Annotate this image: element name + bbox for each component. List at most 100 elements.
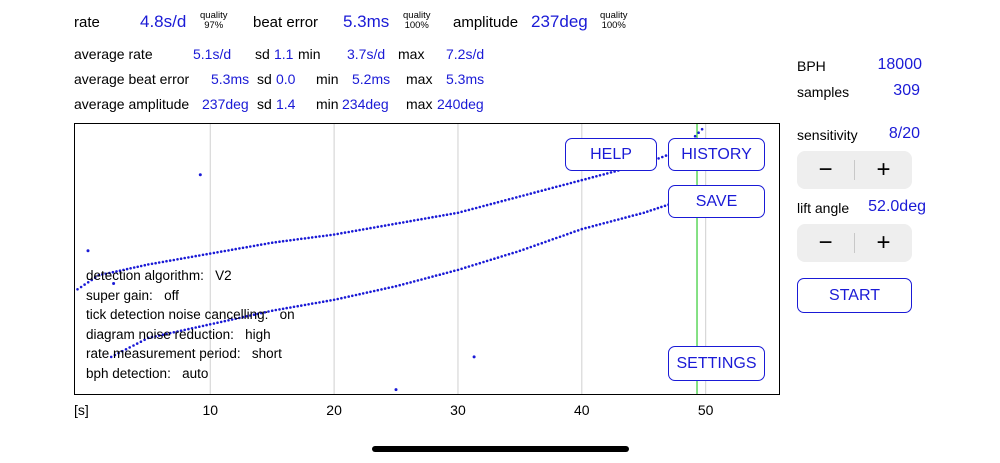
- series-1-point: [128, 346, 131, 349]
- sensitivity-label: sensitivity: [797, 127, 858, 143]
- series-1-point: [354, 293, 358, 297]
- start-button[interactable]: START: [797, 278, 912, 313]
- series-1-point: [598, 223, 602, 226]
- series-1-point: [139, 340, 143, 343]
- series-1-point: [369, 290, 372, 294]
- series-0-point: [547, 187, 551, 191]
- info-value: short: [251, 346, 282, 361]
- info-measurement-period: rate measurement period: short: [86, 346, 282, 361]
- series-0-point: [544, 188, 547, 191]
- history-button[interactable]: HISTORY: [668, 138, 765, 171]
- settings-button[interactable]: SETTINGS: [668, 346, 765, 381]
- series-1-point: [638, 212, 642, 215]
- series-0-point: [150, 262, 154, 266]
- info-value: high: [245, 326, 271, 342]
- series-1-point: [434, 274, 438, 277]
- series-0-point: [165, 259, 168, 263]
- series-1-point: [478, 261, 482, 265]
- series-0-point: [580, 178, 584, 182]
- outlier-point: [86, 249, 90, 253]
- series-0-point: [365, 227, 369, 231]
- series-1-point: [238, 316, 241, 320]
- series-1-point: [584, 226, 587, 230]
- average-amplitude-sd: 1.4: [276, 96, 296, 112]
- series-0-point: [482, 204, 485, 208]
- beat-error-value: 5.3ms: [343, 12, 390, 31]
- info-value: V2: [215, 268, 232, 283]
- series-1-point: [500, 255, 504, 258]
- series-1-point: [529, 245, 533, 249]
- series-1-point: [391, 285, 394, 289]
- series-0-point: [238, 247, 241, 250]
- series-0-point: [398, 221, 402, 225]
- series-0-point: [329, 233, 332, 237]
- series-1-point: [394, 284, 398, 288]
- series-1-point: [544, 240, 547, 244]
- series-1-point: [216, 321, 219, 324]
- average-amplitude-min-label: min: [316, 96, 339, 112]
- series-0-point: [558, 184, 562, 188]
- series-1-point: [332, 298, 336, 302]
- help-button[interactable]: HELP: [565, 138, 657, 171]
- series-1-point: [117, 351, 120, 355]
- home-indicator[interactable]: [372, 446, 629, 452]
- info-value: on: [279, 307, 295, 322]
- sensitivity-decrease-button[interactable]: −: [818, 156, 833, 183]
- series-1-point: [256, 312, 259, 316]
- save-button[interactable]: SAVE: [668, 185, 765, 218]
- series-0-point: [97, 274, 101, 277]
- series-0-point: [179, 257, 183, 260]
- series-0-point: [372, 226, 376, 229]
- series-1-point: [351, 294, 354, 298]
- series-0-point: [427, 216, 431, 220]
- average-rate-min: 3.7s/d: [347, 46, 386, 62]
- lift-angle-increase-button[interactable]: +: [876, 229, 891, 256]
- series-1-point: [613, 219, 616, 222]
- series-0-point: [609, 171, 613, 174]
- series-1-point: [489, 258, 493, 262]
- series-1-point: [372, 289, 376, 293]
- series-1-point: [223, 319, 227, 323]
- series-0-point: [380, 224, 383, 228]
- series-1-point: [467, 265, 471, 268]
- series-1-point: [631, 214, 635, 217]
- series-0-point: [569, 181, 573, 185]
- series-0-point: [318, 235, 321, 238]
- lift-angle-decrease-button[interactable]: −: [818, 229, 833, 256]
- series-1-point: [307, 303, 310, 306]
- series-0-point: [449, 212, 453, 216]
- series-0-point: [533, 191, 536, 194]
- series-0-point: [598, 174, 602, 177]
- series-0-point: [697, 131, 700, 134]
- series-0-point: [136, 265, 139, 269]
- series-1-point: [245, 315, 248, 318]
- series-0-point: [489, 202, 493, 206]
- info-bph-detection: bph detection: auto: [86, 366, 208, 381]
- series-1-point: [143, 338, 146, 342]
- average-amplitude-min: 234deg: [342, 96, 389, 112]
- series-1-point: [504, 254, 507, 257]
- series-0-point: [104, 272, 108, 276]
- series-1-point: [573, 230, 576, 233]
- series-1-point: [165, 332, 168, 336]
- series-0-point: [83, 283, 86, 286]
- series-1-point: [555, 236, 558, 240]
- series-0-point: [573, 180, 576, 184]
- series-1-point: [423, 277, 427, 280]
- series-1-point: [660, 205, 663, 209]
- series-0-point: [201, 253, 205, 257]
- series-0-point: [347, 230, 351, 234]
- series-1-point: [540, 241, 544, 245]
- average-beat-error-min: 5.2ms: [352, 71, 391, 87]
- series-1-point: [627, 215, 631, 218]
- series-0-point: [467, 208, 471, 212]
- series-0-point: [661, 155, 664, 159]
- series-1-point: [587, 225, 591, 229]
- series-1-point: [172, 331, 176, 334]
- series-1-point: [296, 304, 299, 308]
- series-0-point: [314, 235, 318, 239]
- beat-quality-label: quality: [403, 10, 431, 21]
- series-1-point: [187, 327, 190, 331]
- sensitivity-increase-button[interactable]: +: [876, 156, 891, 183]
- series-0-point: [143, 263, 147, 267]
